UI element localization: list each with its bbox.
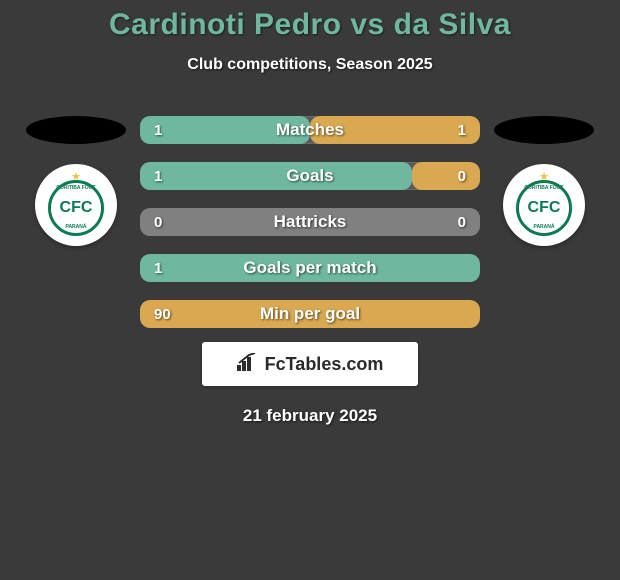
branding-text: FcTables.com <box>265 354 384 375</box>
badge-inner-right: CORITIBA FOOT CFC PARANÁ <box>516 180 572 236</box>
badge-inner-left: CORITIBA FOOT CFC PARANÁ <box>48 180 104 236</box>
stat-row: Goals1 0 <box>140 162 480 190</box>
stat-value-left: 1 <box>154 122 162 139</box>
chart-icon <box>237 353 259 376</box>
branding-badge: FcTables.com <box>202 342 418 386</box>
stat-value-right: 1 <box>458 122 466 139</box>
club-badge-right: ★ CORITIBA FOOT CFC PARANÁ <box>503 164 585 246</box>
stat-value-left: 90 <box>154 306 171 323</box>
player-left-column: ★ CORITIBA FOOT CFC PARANÁ <box>26 116 126 246</box>
infographic-container: Cardinoti Pedro vs da Silva Club competi… <box>0 0 620 580</box>
stats-area: ★ CORITIBA FOOT CFC PARANÁ Matches11Goal… <box>0 116 620 328</box>
stat-label: Min per goal <box>140 304 480 324</box>
player-left-silhouette <box>26 116 126 144</box>
stat-label: Goals per match <box>140 258 480 278</box>
badge-bottom-text: PARANÁ <box>533 224 554 230</box>
page-title: Cardinoti Pedro vs da Silva <box>109 8 511 42</box>
badge-center-text: CFC <box>60 199 93 217</box>
stat-value-right: 0 <box>458 168 466 185</box>
badge-center-text: CFC <box>528 199 561 217</box>
stat-label: Goals <box>140 166 480 186</box>
stat-row: Min per goal90 <box>140 300 480 328</box>
stat-row: Hattricks0 0 <box>140 208 480 236</box>
badge-top-text: CORITIBA FOOT <box>524 185 563 191</box>
stat-value-left: 1 <box>154 260 162 277</box>
stats-bars: Matches11Goals10Hattricks00Goals per mat… <box>140 116 480 328</box>
stat-row: Matches1 1 <box>140 116 480 144</box>
club-badge-left: ★ CORITIBA FOOT CFC PARANÁ <box>35 164 117 246</box>
badge-bottom-text: PARANÁ <box>65 224 86 230</box>
subtitle: Club competitions, Season 2025 <box>187 56 432 74</box>
stat-label: Hattricks <box>140 212 480 232</box>
stat-value-right: 0 <box>458 214 466 231</box>
player-right-silhouette <box>494 116 594 144</box>
stat-value-left: 1 <box>154 168 162 185</box>
stat-value-left: 0 <box>154 214 162 231</box>
date-label: 21 february 2025 <box>243 406 377 426</box>
stat-label: Matches <box>140 120 480 140</box>
player-right-column: ★ CORITIBA FOOT CFC PARANÁ <box>494 116 594 246</box>
stat-row: Goals per match1 <box>140 254 480 282</box>
badge-top-text: CORITIBA FOOT <box>56 185 95 191</box>
